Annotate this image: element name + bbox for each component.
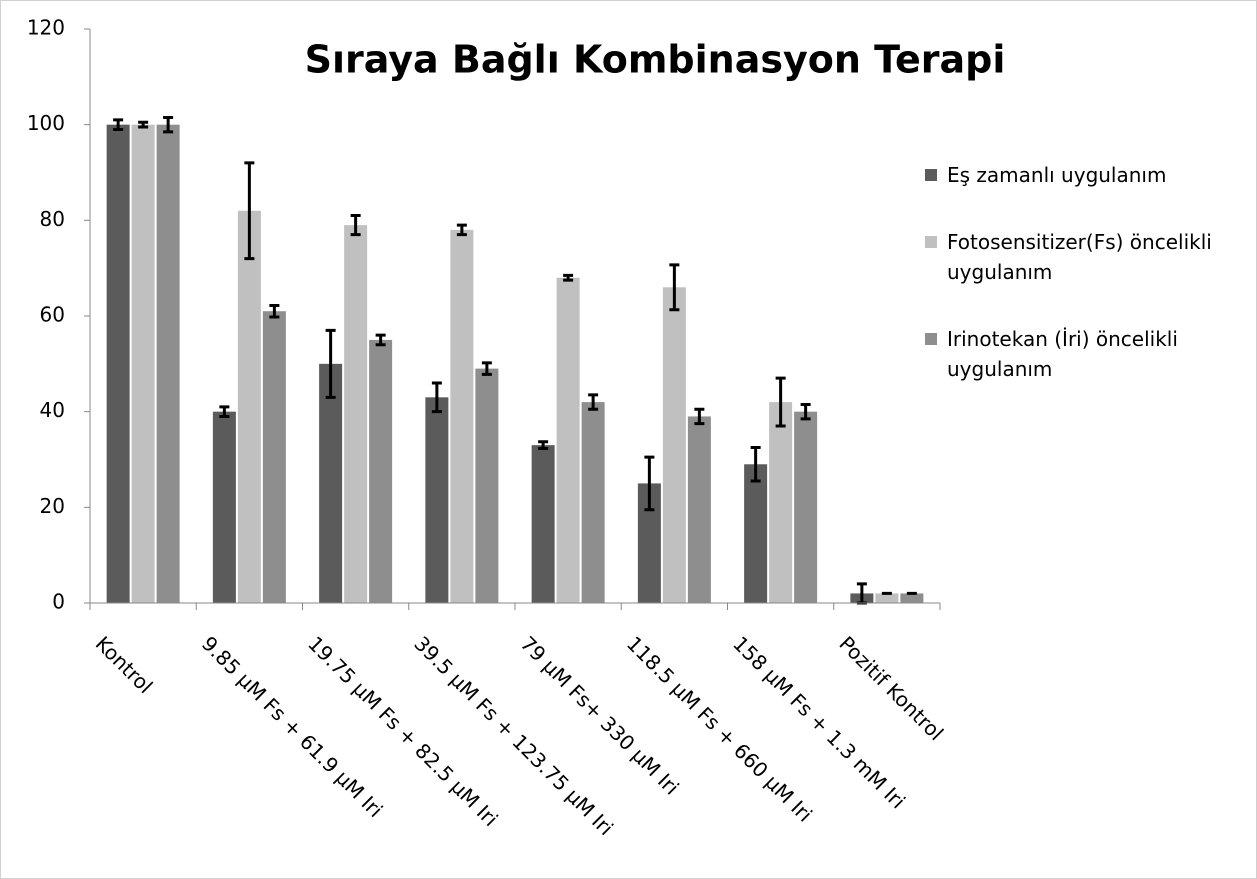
- legend-label: Eş zamanlı uygulanım: [947, 163, 1167, 187]
- y-tick-label: 120: [27, 16, 65, 40]
- error-bar: [775, 376, 786, 428]
- error-bar: [588, 393, 599, 411]
- error-bar: [219, 405, 230, 418]
- legend: Eş zamanlı uygulanım Fotosensitizer(Fs) ö…: [925, 160, 1245, 421]
- x-tick-label: 19.75 µM Fs + 82.5 µM Iri: [303, 631, 503, 831]
- y-tick-label: 20: [40, 494, 65, 518]
- legend-item: Fotosensitizer(Fs) öncelikli uygulanım: [925, 227, 1245, 287]
- error-bar: [669, 263, 680, 312]
- x-tick-label: 158 µM Fs + 1.3 mM Iri: [728, 631, 910, 813]
- bar: [475, 368, 499, 603]
- error-bar: [163, 115, 174, 134]
- bar: [687, 416, 711, 603]
- y-tick-label: 100: [27, 111, 65, 135]
- bar: [131, 124, 155, 604]
- error-bar: [694, 407, 705, 426]
- legend-swatch: [925, 333, 937, 345]
- error-bar: [563, 273, 574, 282]
- error-bar: [375, 333, 386, 347]
- error-bar: [269, 303, 280, 319]
- bar: [531, 445, 555, 603]
- legend-item: Irinotekan (İri) öncelikli uygulanım: [925, 324, 1245, 384]
- y-tick-label: 40: [40, 398, 65, 422]
- bar: [900, 593, 924, 603]
- bar: [237, 210, 261, 603]
- bar: [875, 593, 899, 603]
- legend-item: Eş zamanlı uygulanım: [925, 160, 1245, 190]
- bar: [662, 287, 686, 603]
- x-tick-label: Pozitif Kontrol: [834, 631, 948, 745]
- bar: [581, 402, 605, 603]
- bar: [744, 464, 768, 603]
- bar: [425, 397, 449, 603]
- bar: [369, 339, 393, 603]
- bar: [319, 363, 343, 603]
- error-bar: [644, 455, 655, 512]
- bar: [556, 277, 580, 603]
- legend-label: Irinotekan (İri) öncelikli uygulanım: [947, 327, 1178, 381]
- error-bar: [431, 381, 442, 414]
- error-bar: [113, 118, 124, 131]
- legend-swatch: [925, 236, 937, 248]
- x-tick-label: 118.5 µM Fs + 660 µM Iri: [622, 631, 817, 826]
- bar: [212, 411, 236, 603]
- bar: [794, 411, 818, 603]
- chart-title: Sıraya Bağlı Kombinasyon Terapi: [305, 38, 1006, 82]
- bar: [344, 225, 368, 603]
- x-tick-label: Kontrol: [91, 631, 158, 698]
- error-bar: [750, 446, 761, 483]
- error-bar: [138, 120, 149, 129]
- bar: [637, 483, 661, 603]
- error-bar: [325, 328, 336, 399]
- legend-swatch: [925, 169, 937, 181]
- x-tick-label: 9.85 µM Fs + 61.9 µM Iri: [197, 631, 388, 822]
- error-bar: [800, 402, 811, 421]
- error-bar: [350, 214, 361, 237]
- y-tick-label: 60: [40, 303, 65, 327]
- error-bar: [538, 440, 549, 450]
- bar: [156, 124, 180, 604]
- x-tick-label: 39.5 µM Fs + 123.75 µM Iri: [409, 631, 618, 840]
- bar: [106, 124, 130, 604]
- bar: [262, 311, 286, 603]
- legend-label: Fotosensitizer(Fs) öncelikli uygulanım: [947, 230, 1212, 284]
- y-tick-label: 0: [52, 590, 65, 614]
- error-bar: [481, 361, 492, 376]
- bar: [769, 402, 793, 603]
- error-bar: [244, 161, 255, 261]
- error-bar: [456, 223, 467, 237]
- bar: [450, 229, 474, 603]
- y-tick-label: 80: [40, 207, 65, 231]
